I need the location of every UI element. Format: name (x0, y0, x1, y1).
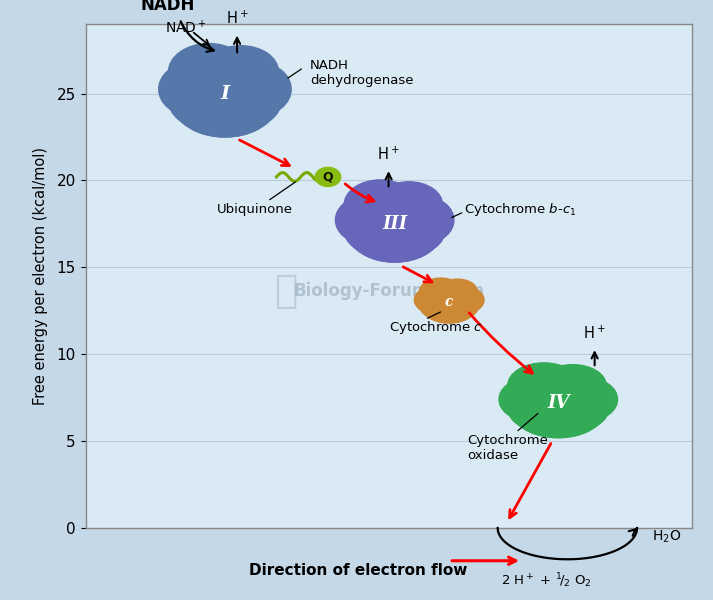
Text: Cytochrome $b$-$c_1$: Cytochrome $b$-$c_1$ (464, 202, 577, 218)
Text: Direction of electron flow: Direction of electron flow (249, 563, 468, 578)
Y-axis label: Free energy per electron (kcal/mol): Free energy per electron (kcal/mol) (34, 147, 48, 405)
Text: H$^+$: H$^+$ (583, 325, 606, 342)
Text: c: c (445, 295, 453, 309)
Ellipse shape (168, 50, 282, 137)
Text: ⧆: ⧆ (274, 272, 297, 310)
Text: III: III (382, 215, 407, 233)
Ellipse shape (438, 279, 478, 304)
Text: H$^+$: H$^+$ (377, 146, 400, 163)
Ellipse shape (508, 391, 565, 429)
Ellipse shape (168, 44, 249, 100)
Ellipse shape (419, 281, 479, 323)
Ellipse shape (169, 79, 232, 126)
Text: Q: Q (323, 170, 333, 184)
Ellipse shape (397, 197, 454, 243)
Ellipse shape (343, 185, 446, 262)
Ellipse shape (420, 295, 453, 318)
Ellipse shape (228, 63, 291, 115)
Ellipse shape (425, 298, 473, 323)
Ellipse shape (539, 365, 606, 406)
Text: 2 H$^+$ + $\mathregular{^1\!/_2}$ O$_2$: 2 H$^+$ + $\mathregular{^1\!/_2}$ O$_2$ (501, 571, 592, 590)
Ellipse shape (376, 182, 443, 227)
Text: Cytochrome $c$: Cytochrome $c$ (389, 319, 483, 337)
Text: NADH
dehydrogenase: NADH dehydrogenase (309, 59, 414, 86)
Ellipse shape (204, 46, 279, 98)
Text: IV: IV (547, 394, 570, 412)
Ellipse shape (552, 391, 608, 429)
Ellipse shape (517, 396, 600, 437)
Text: I: I (220, 85, 230, 103)
Ellipse shape (335, 197, 392, 243)
Ellipse shape (499, 379, 555, 420)
Text: NAD$^+$: NAD$^+$ (165, 19, 206, 36)
Text: H$_2$O: H$_2$O (652, 529, 682, 545)
Ellipse shape (344, 180, 416, 230)
Ellipse shape (561, 379, 617, 420)
Text: Cytochrome
oxidase: Cytochrome oxidase (468, 434, 548, 462)
Ellipse shape (388, 211, 445, 253)
Ellipse shape (354, 216, 436, 262)
Text: NADH: NADH (140, 0, 195, 14)
Ellipse shape (414, 287, 448, 313)
Ellipse shape (217, 79, 281, 126)
Ellipse shape (451, 287, 484, 313)
Text: H$^+$: H$^+$ (226, 10, 248, 28)
Ellipse shape (179, 85, 271, 137)
Ellipse shape (419, 278, 462, 305)
Text: Ubiquinone: Ubiquinone (217, 203, 293, 216)
Ellipse shape (508, 363, 580, 408)
Text: Biology-Forums.com: Biology-Forums.com (293, 282, 484, 300)
Ellipse shape (159, 63, 222, 115)
Ellipse shape (445, 295, 478, 318)
Ellipse shape (344, 211, 401, 253)
Ellipse shape (507, 368, 610, 437)
Ellipse shape (315, 167, 341, 187)
